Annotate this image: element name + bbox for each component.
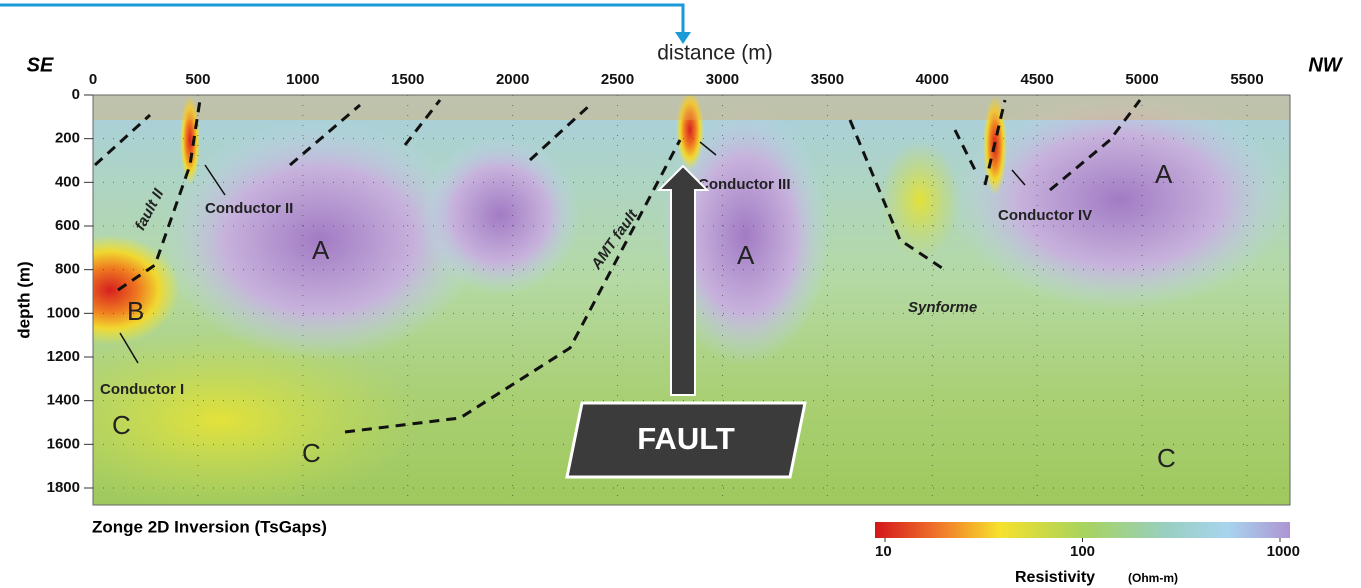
callout-box: [565, 401, 807, 479]
footer-label: Zonge 2D Inversion (TsGaps): [92, 517, 327, 536]
zone: [950, 95, 1290, 310]
annotation: A: [312, 235, 330, 265]
colorbar-tick-label: 10: [875, 543, 892, 560]
zone: [660, 105, 830, 365]
x-tick-label: 3500: [811, 71, 844, 88]
x-tick-label: 4000: [916, 71, 949, 88]
connector-line: [0, 3, 685, 34]
dashed-line: [983, 99, 1007, 186]
annotation: Conductor I: [100, 381, 184, 398]
zone: [676, 95, 704, 170]
interpreted-lines: [93, 99, 1142, 434]
x-tick-label: 500: [185, 71, 210, 88]
y-axis-title: depth (m): [14, 261, 33, 338]
annotation-pointers: [119, 141, 1026, 364]
zone: [93, 330, 420, 505]
x-tick-label: 2500: [601, 71, 634, 88]
x-tick-label: 5500: [1230, 71, 1263, 88]
x-tick-label: 3000: [706, 71, 739, 88]
colorbar: [875, 522, 1290, 538]
zone: [93, 235, 180, 345]
annotation: Synforme: [908, 299, 977, 316]
y-tick-label: 0: [72, 86, 80, 103]
right-end-label: NW: [1308, 54, 1343, 76]
annotation: B: [127, 296, 144, 326]
annotation: A: [737, 240, 755, 270]
annotation: C: [302, 438, 321, 468]
zone: [160, 120, 480, 360]
pointer: [204, 164, 226, 196]
annotation: Conductor IV: [998, 207, 1092, 224]
fault-line: [117, 99, 202, 292]
colorbar-tick-label: 1000: [1267, 543, 1300, 560]
dashed-line: [289, 103, 361, 167]
y-tick-label: 600: [55, 217, 80, 234]
pointer: [119, 332, 139, 364]
x-axis-title: distance (m): [657, 42, 773, 65]
fault-line: [344, 139, 682, 434]
x-tick-label: 5000: [1125, 71, 1158, 88]
dashed-line: [1049, 99, 1142, 192]
zone: [420, 135, 580, 295]
pointer: [1011, 169, 1026, 186]
y-tick-label: 800: [55, 261, 80, 278]
x-tick-label: 1500: [391, 71, 424, 88]
x-tick-label: 1000: [286, 71, 319, 88]
zone: [880, 140, 960, 260]
dashed-line: [403, 99, 442, 146]
x-tick-label: 0: [89, 71, 97, 88]
annotation: A: [1155, 159, 1173, 189]
pointer: [699, 141, 717, 156]
dashed-line: [93, 113, 152, 167]
near-surface-band: [93, 95, 1290, 120]
annotation: C: [1157, 443, 1176, 473]
y-tick-label: 1400: [47, 392, 80, 409]
connector-arrowhead: [675, 32, 691, 44]
y-tick-label: 1600: [47, 435, 80, 452]
section-frame: [92, 94, 1291, 506]
y-tick-label: 1000: [47, 304, 80, 321]
annotation: C: [112, 410, 131, 440]
zone: [180, 95, 200, 185]
callout-arrow: [656, 164, 710, 396]
left-end-label: SE: [27, 54, 54, 76]
x-tick-label: 4500: [1020, 71, 1053, 88]
y-tick-label: 1200: [47, 348, 80, 365]
callout-label: FAULT: [637, 421, 735, 456]
colorbar-title: Resistivity: [1015, 569, 1095, 586]
dashed-line: [848, 119, 946, 272]
y-tick-label: 1800: [47, 479, 80, 496]
dashed-line: [953, 129, 977, 171]
colorbar-tick-label: 100: [1070, 543, 1095, 560]
x-tick-label: 2000: [496, 71, 529, 88]
colorbar-unit: (Ohm-m): [1128, 571, 1178, 585]
annotation: Conductor II: [205, 200, 293, 217]
dashed-line: [528, 103, 592, 162]
y-tick-label: 400: [55, 173, 80, 190]
y-tick-label: 200: [55, 130, 80, 147]
annotation: Conductor III: [698, 176, 791, 193]
